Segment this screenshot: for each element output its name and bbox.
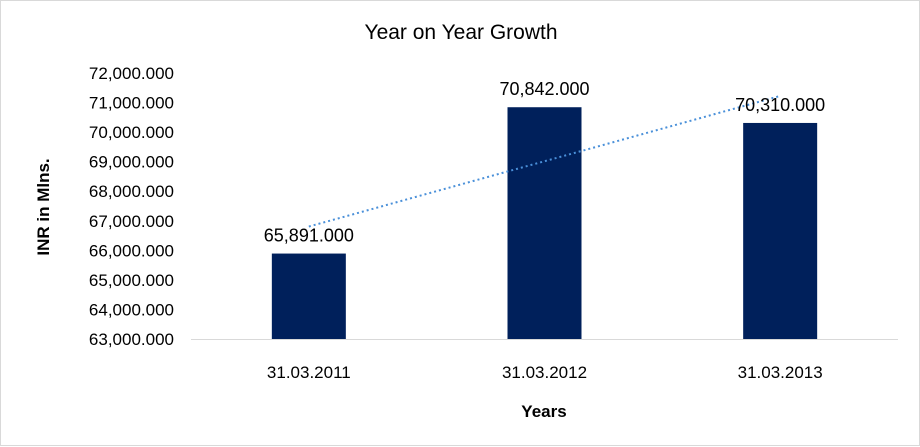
y-tick-label: 66,000.000	[89, 241, 174, 260]
trendline	[308, 94, 781, 228]
y-axis-ticks: 63,000.000 64,000.000 65,000.000 66,000.000…	[89, 64, 174, 349]
data-label: 70,842.000	[499, 79, 589, 99]
x-tick-label: 31.03.2012	[502, 363, 587, 382]
bars	[271, 107, 818, 340]
bar	[271, 253, 346, 339]
y-tick-label: 71,000.000	[89, 94, 174, 113]
y-tick-label: 69,000.000	[89, 153, 174, 172]
y-tick-label: 68,000.000	[89, 182, 174, 201]
x-axis-ticks: 31.03.2011 31.03.2012 31.03.2013	[267, 363, 823, 382]
data-label: 70,310.000	[735, 95, 825, 115]
x-tick-label: 31.03.2013	[738, 363, 823, 382]
y-tick-label: 70,000.000	[89, 123, 174, 142]
bar	[743, 122, 818, 340]
data-labels: 65,891.000 70,842.000 70,310.000	[264, 79, 825, 245]
y-axis-title: INR in Mlns.	[34, 158, 53, 255]
trendline-group	[308, 94, 781, 228]
bar	[507, 107, 582, 339]
x-axis-title: Years	[521, 402, 566, 421]
y-tick-label: 65,000.000	[89, 271, 174, 290]
chart-title: Year on Year Growth	[364, 21, 557, 44]
y-tick-label: 64,000.000	[89, 300, 174, 319]
y-tick-label: 67,000.000	[89, 212, 174, 231]
y-tick-label: 72,000.000	[89, 64, 174, 83]
y-tick-label: 63,000.000	[89, 330, 174, 349]
data-label: 65,891.000	[264, 226, 354, 246]
x-tick-label: 31.03.2011	[267, 363, 351, 382]
